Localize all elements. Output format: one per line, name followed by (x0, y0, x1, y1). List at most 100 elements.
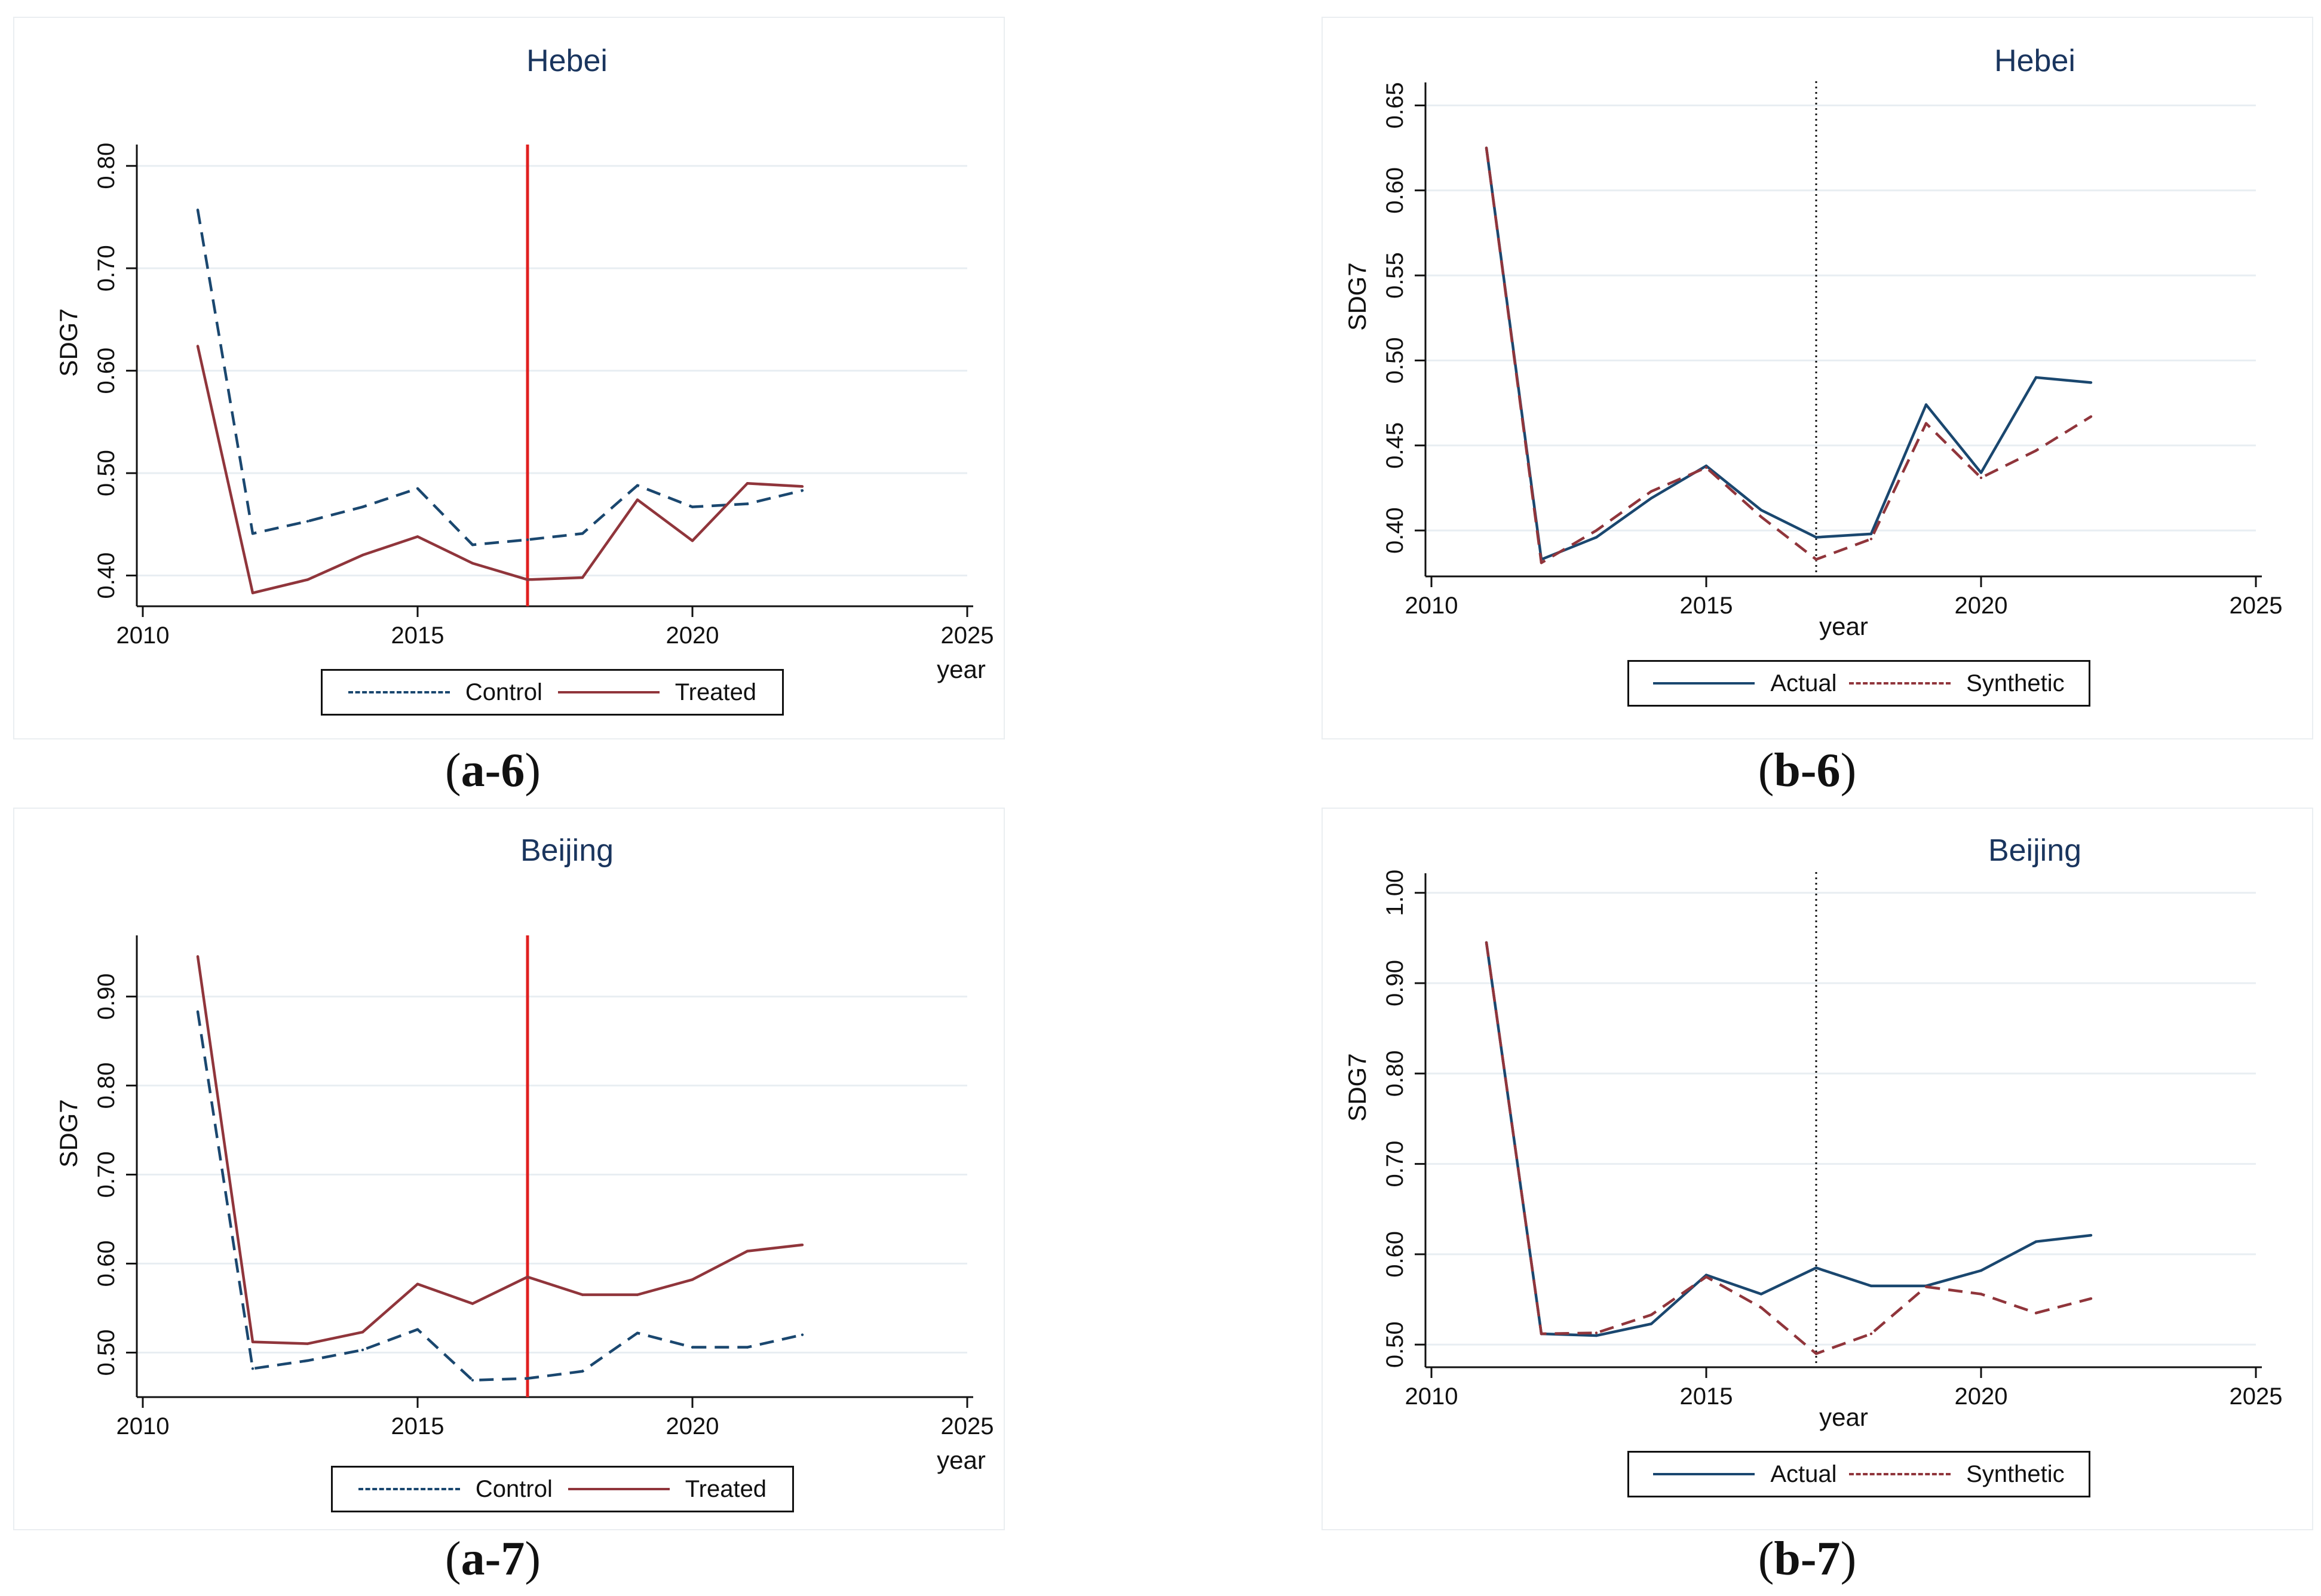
data-point (196, 955, 200, 958)
data-point (1924, 1285, 1928, 1288)
data-point (1759, 1306, 1763, 1309)
data-point (1540, 561, 1543, 564)
y-tick-label: 0.45 (1382, 422, 1408, 469)
chart-plot: 0.50 0.60 0.70 0.80 0.90 1.00 SDG7 2010 2015 2020… (1343, 870, 2283, 1431)
data-point (636, 498, 639, 501)
data-point (2034, 1312, 2038, 1315)
data-point (361, 1331, 364, 1334)
x-tick-label: 2015 (1680, 593, 1733, 619)
data-point (196, 345, 200, 348)
series-line-treated (196, 956, 803, 1345)
caption-b7: (b-7) (1758, 1533, 1857, 1585)
caption-b6: (b-6) (1758, 744, 1857, 797)
y-tick-label: 0.80 (93, 1062, 119, 1109)
x-tick-label: 2010 (1405, 593, 1458, 619)
data-point (2089, 1297, 2093, 1300)
data-point (1704, 1275, 1708, 1278)
panel-a7: Beijing 0.50 0.60 0.70 0.80 0.90 SDG7 2010 2015… (13, 808, 1005, 1530)
data-point (251, 1340, 255, 1343)
legend-swatch-solid (1653, 1473, 1755, 1475)
legend-label: Synthetic (1966, 1460, 2065, 1487)
y-tick-label: 0.70 (1382, 1141, 1408, 1187)
y-tick-label: 0.60 (1382, 1231, 1408, 1278)
chart-legend: Control Treated (321, 669, 784, 716)
data-point (746, 482, 749, 485)
data-point (2034, 376, 2038, 379)
legend-item-actual: Actual (1653, 1461, 1836, 1488)
x-tick-label: 2010 (1405, 1383, 1458, 1410)
series-line-actual (1485, 148, 2092, 561)
x-tick-label: 2025 (2230, 1383, 2283, 1410)
data-point (746, 502, 749, 505)
x-tick-label: 2025 (941, 1413, 994, 1440)
caption-label: a-6 (461, 744, 525, 797)
legend-label: Actual (1770, 670, 1837, 696)
data-point (1595, 1334, 1598, 1337)
series-line-treated (196, 346, 803, 594)
legend-swatch-dashed (1849, 682, 1951, 685)
y-tick-label: 0.50 (1382, 337, 1408, 384)
data-point (306, 520, 309, 523)
data-point (471, 1379, 474, 1382)
data-point (251, 1367, 255, 1370)
data-point (1979, 476, 1983, 480)
series-line-control (196, 1011, 803, 1382)
data-point (1759, 1293, 1763, 1296)
y-tick-label: 0.40 (1382, 507, 1408, 554)
data-point (361, 1348, 364, 1352)
data-point (801, 1333, 804, 1336)
legend-swatch-solid (557, 691, 660, 693)
legend-item-treated: Treated (568, 1476, 766, 1503)
y-tick-label: 0.50 (93, 450, 119, 496)
x-tick-label: 2020 (666, 1413, 719, 1440)
panel-b7: Beijing 0.50 0.60 0.70 0.80 0.90 1.00 SDG7 2010… (1322, 808, 2313, 1530)
legend-label: Control (475, 1475, 553, 1502)
caption-label: b-7 (1774, 1533, 1841, 1585)
data-point (251, 591, 255, 594)
x-tick-label: 2015 (391, 622, 444, 649)
x-tick-label: 2025 (941, 622, 994, 649)
data-point (2034, 449, 2038, 452)
data-point (1924, 403, 1928, 406)
panel-b6: Hebei 0.40 0.45 0.50 0.55 0.60 0.65 SDG7 2010 20… (1322, 17, 2313, 739)
data-point (1979, 471, 1983, 474)
data-point (416, 535, 419, 538)
data-point (1595, 529, 1598, 532)
y-tick-label: 0.70 (93, 1152, 119, 1198)
y-tick-label: 0.80 (93, 143, 119, 189)
y-tick-label: 0.50 (1382, 1321, 1408, 1368)
data-point (581, 532, 584, 535)
data-point (471, 1302, 474, 1305)
data-point (196, 1010, 200, 1013)
data-point (2089, 381, 2093, 384)
y-tick-label: 0.50 (93, 1330, 119, 1376)
data-point (581, 576, 584, 579)
legend-item-control: Control (358, 1476, 553, 1503)
x-tick-label: 2010 (116, 622, 170, 649)
data-point (636, 1293, 639, 1296)
data-point (1869, 538, 1873, 541)
x-tick-label: 2020 (1955, 1383, 2008, 1410)
data-point (1649, 1313, 1653, 1316)
chart-title: Beijing (1988, 833, 2082, 868)
data-point (1924, 422, 1928, 425)
series-line-actual (1485, 942, 2092, 1337)
data-point (361, 505, 364, 508)
y-tick-label: 0.65 (1382, 82, 1408, 129)
data-point (196, 208, 200, 211)
legend-swatch-solid (1653, 682, 1755, 685)
y-tick-label: 0.55 (1382, 252, 1408, 299)
data-point (746, 1346, 749, 1349)
data-point (2089, 415, 2093, 418)
chart-legend: Actual Synthetic (1627, 660, 2090, 707)
data-point (1814, 1352, 1818, 1355)
data-point (1759, 508, 1763, 512)
data-point (471, 543, 474, 547)
y-tick-label: 0.60 (93, 348, 119, 394)
legend-item-control: Control (348, 679, 542, 706)
data-point (2034, 1240, 2038, 1243)
data-point (416, 487, 419, 490)
data-point (526, 1377, 529, 1380)
data-point (1814, 536, 1818, 539)
data-point (801, 485, 804, 488)
